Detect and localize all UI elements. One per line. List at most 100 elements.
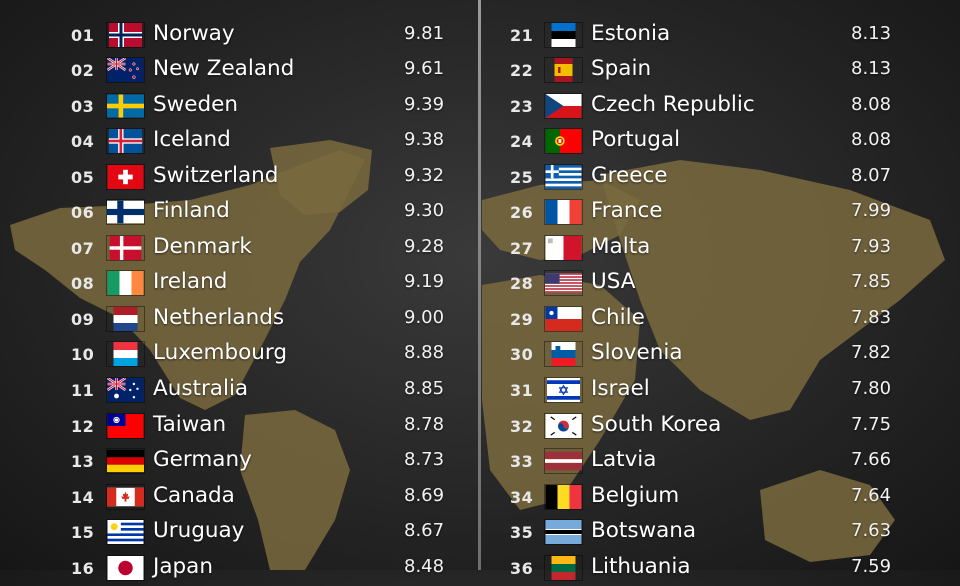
- ranking-row: 31 Israel 7.80: [481, 372, 960, 408]
- ranking-row: 26 France 7.99: [481, 194, 960, 230]
- botswana-flag-icon: [545, 520, 582, 544]
- ranking-row: 34 Belgium 7.64: [481, 479, 960, 515]
- score-value: 9.32: [404, 165, 445, 186]
- rank-number: 10: [71, 345, 95, 364]
- ranking-row: 28 USA 7.85: [481, 265, 960, 301]
- australia-flag-icon: [107, 378, 144, 402]
- finland-flag-icon: [107, 200, 144, 224]
- rank-number: 08: [71, 274, 95, 293]
- score-value: 8.85: [404, 378, 445, 399]
- ranking-row: 25 Greece 8.07: [481, 159, 960, 195]
- score-value: 8.13: [851, 58, 892, 79]
- score-value: 8.78: [404, 414, 445, 435]
- country-name: Israel: [591, 376, 650, 401]
- israel-flag-icon: [545, 378, 582, 402]
- rank-number: 14: [71, 488, 95, 507]
- ranking-row: 11 Australia 8.85: [0, 372, 478, 408]
- score-value: 7.80: [851, 378, 892, 399]
- rank-number: 31: [510, 381, 534, 400]
- country-name: Luxembourg: [153, 340, 287, 365]
- country-name: Switzerland: [153, 163, 279, 188]
- score-value: 9.19: [404, 271, 445, 292]
- country-name: France: [591, 198, 663, 223]
- ranking-row: 12 Taiwan 8.78: [0, 408, 478, 444]
- country-name: Norway: [153, 21, 235, 46]
- rank-number: 09: [71, 310, 95, 329]
- czech-flag-icon: [545, 94, 582, 118]
- ranking-row: 04 Iceland 9.38: [0, 123, 478, 159]
- score-value: 9.39: [404, 94, 445, 115]
- country-name: Greece: [591, 163, 668, 188]
- iceland-flag-icon: [107, 129, 144, 153]
- country-name: Taiwan: [153, 412, 227, 437]
- germany-flag-icon: [107, 449, 144, 473]
- country-name: Australia: [153, 376, 249, 401]
- ranking-row: 06 Finland 9.30: [0, 194, 478, 230]
- country-name: Iceland: [153, 127, 231, 152]
- country-name: Netherlands: [153, 305, 285, 330]
- ranking-row: 21 Estonia 8.13: [481, 17, 960, 53]
- score-value: 9.30: [404, 200, 445, 221]
- rank-number: 07: [71, 239, 95, 258]
- rank-number: 34: [510, 488, 534, 507]
- rank-number: 36: [510, 559, 534, 578]
- score-value: 7.82: [851, 342, 892, 363]
- denmark-flag-icon: [107, 236, 144, 260]
- rank-number: 25: [510, 168, 534, 187]
- luxembourg-flag-icon: [107, 342, 144, 366]
- score-value: 9.00: [404, 307, 445, 328]
- country-name: Botswana: [591, 518, 697, 543]
- ranking-row: 33 Latvia 7.66: [481, 443, 960, 479]
- rank-number: 21: [510, 26, 534, 45]
- country-name: Ireland: [153, 269, 228, 294]
- score-value: 7.59: [851, 556, 892, 577]
- country-name: Slovenia: [591, 340, 683, 365]
- score-value: 8.08: [851, 129, 892, 150]
- ranking-row: 03 Sweden 9.39: [0, 88, 478, 124]
- ranking-row: 01 Norway 9.81: [0, 17, 478, 53]
- portugal-flag-icon: [545, 129, 582, 153]
- new-zealand-flag-icon: [107, 58, 144, 82]
- ranking-row: 08 Ireland 9.19: [0, 265, 478, 301]
- country-name: Malta: [591, 234, 651, 259]
- ranking-row: 07 Denmark 9.28: [0, 230, 478, 266]
- country-name: Uruguay: [153, 518, 245, 543]
- country-name: Denmark: [153, 234, 252, 259]
- rank-number: 30: [510, 345, 534, 364]
- country-name: South Korea: [591, 412, 722, 437]
- rank-number: 28: [510, 274, 534, 293]
- estonia-flag-icon: [545, 23, 582, 47]
- rank-number: 02: [71, 61, 95, 80]
- country-name: USA: [591, 269, 636, 294]
- country-name: Latvia: [591, 447, 657, 472]
- score-value: 8.69: [404, 485, 445, 506]
- rank-number: 35: [510, 523, 534, 542]
- country-name: Spain: [591, 56, 652, 81]
- score-value: 8.08: [851, 94, 892, 115]
- country-name: Portugal: [591, 127, 681, 152]
- japan-flag-icon: [107, 556, 144, 580]
- score-value: 8.07: [851, 165, 892, 186]
- rank-number: 29: [510, 310, 534, 329]
- score-value: 7.75: [851, 414, 892, 435]
- score-value: 9.61: [404, 58, 445, 79]
- rank-number: 16: [71, 559, 95, 578]
- country-name: Germany: [153, 447, 252, 472]
- ranking-row: 35 Botswana 7.63: [481, 514, 960, 550]
- canada-flag-icon: [107, 485, 144, 509]
- greece-flag-icon: [545, 165, 582, 189]
- country-name: Chile: [591, 305, 645, 330]
- rank-number: 13: [71, 452, 95, 471]
- ranking-row: 24 Portugal 8.08: [481, 123, 960, 159]
- ranking-row: 05 Switzerland 9.32: [0, 159, 478, 195]
- score-value: 7.64: [851, 485, 892, 506]
- ranking-row: 32 South Korea 7.75: [481, 408, 960, 444]
- score-value: 8.73: [404, 449, 445, 470]
- rank-number: 01: [71, 26, 95, 45]
- ranking-row: 10 Luxembourg 8.88: [0, 336, 478, 372]
- latvia-flag-icon: [545, 449, 582, 473]
- score-value: 7.85: [851, 271, 892, 292]
- ranking-row: 30 Slovenia 7.82: [481, 336, 960, 372]
- netherlands-flag-icon: [107, 307, 144, 331]
- sweden-flag-icon: [107, 94, 144, 118]
